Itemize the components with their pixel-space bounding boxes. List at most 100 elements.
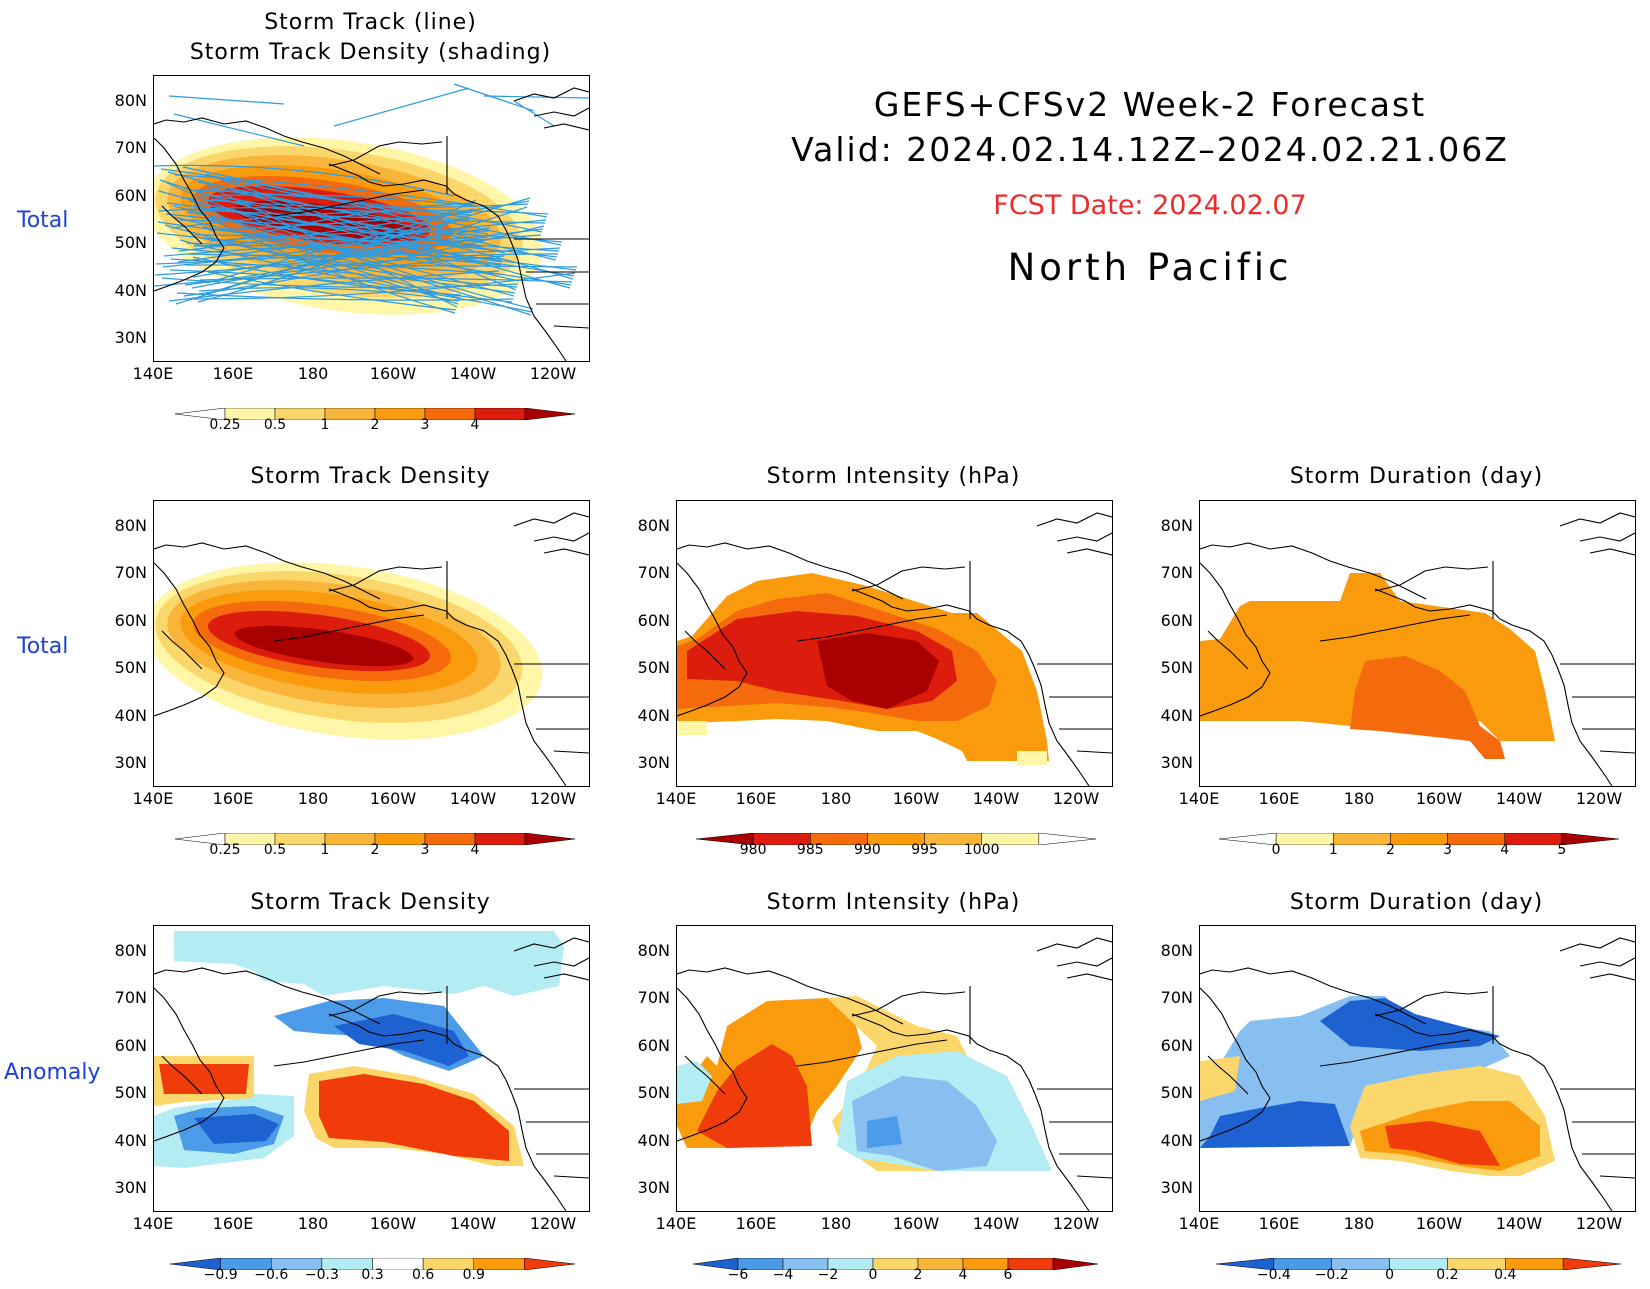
colorbar-tick-label: 2: [1385, 842, 1395, 858]
lon-tick-label: 160W: [369, 1214, 417, 1233]
intensity-1000-patch: [1017, 751, 1047, 765]
lon-tick-label: 180: [297, 364, 329, 383]
lon-tick-label: 140E: [1178, 789, 1220, 808]
intensity-anom-negative-6: [867, 1116, 902, 1148]
lon-tick-label: 140W: [449, 789, 497, 808]
lon-tick-label: 160E: [1258, 1214, 1300, 1233]
coastline: [1200, 937, 1635, 1211]
colorbar-tick-label: 0.3: [361, 1267, 384, 1283]
density-anom-negative-0.9: [194, 1114, 279, 1144]
lon-tick-label: 140W: [972, 1214, 1020, 1233]
panel2-title: Storm Track Density: [250, 464, 491, 489]
lat-tick-label: 80N: [637, 941, 670, 960]
lat-tick-label: 60N: [1160, 1036, 1193, 1055]
colorbar-density-1: 0.25 0.5 1 2 3 4: [174, 405, 576, 439]
lat-tick-label: 70N: [637, 563, 670, 582]
lat-tick-label: 70N: [114, 988, 147, 1007]
colorbar-tick-label: −0.2: [1314, 1267, 1349, 1283]
colorbar-tick-label: 4: [470, 417, 480, 433]
panel3-title: Storm Intensity (hPa): [766, 464, 1021, 489]
lon-tick-label: 140E: [655, 1214, 697, 1233]
colorbar-tick-label: 1: [1328, 842, 1338, 858]
lon-tick-label: 140W: [972, 789, 1020, 808]
lon-tick-label: 160W: [892, 1214, 940, 1233]
map-intensity-total: [676, 500, 1113, 787]
lon-tick-label: 160E: [212, 1214, 254, 1233]
lat-tick-label: 70N: [114, 563, 147, 582]
panel1-title-shading: Storm Track Density (shading): [189, 40, 552, 65]
lat-tick-label: 40N: [637, 1131, 670, 1150]
map-density-total: [153, 500, 590, 787]
colorbar-tick-label: −0.6: [254, 1267, 289, 1283]
colorbar-tick-label: 2: [370, 842, 380, 858]
panel6-title: Storm Intensity (hPa): [766, 890, 1021, 915]
row-label-total-2: Total: [17, 634, 69, 659]
lat-tick-label: 50N: [637, 658, 670, 677]
lon-tick-label: 160W: [1415, 789, 1463, 808]
forecast-title: GEFS+CFSv2 Week-2 Forecast: [873, 85, 1427, 124]
row-label-anomaly: Anomaly: [4, 1060, 101, 1085]
duration-anom-negative-0.4: [1200, 1101, 1350, 1148]
lat-tick-label: 50N: [1160, 1083, 1193, 1102]
lon-tick-label: 120W: [1575, 1214, 1623, 1233]
colorbar-tick-label: −0.4: [1256, 1267, 1291, 1283]
lon-tick-label: 140E: [132, 1214, 174, 1233]
lat-tick-label: 80N: [114, 91, 147, 110]
intensity-anom-negative-4: [852, 1076, 997, 1171]
colorbar-tick-label: 3: [1443, 842, 1453, 858]
lat-tick-label: 30N: [1160, 753, 1193, 772]
lon-tick-label: 180: [1343, 789, 1375, 808]
lon-tick-label: 180: [297, 789, 329, 808]
lon-tick-label: 160W: [369, 364, 417, 383]
colorbar-tick-label: 0.25: [209, 842, 241, 858]
lat-tick-label: 40N: [637, 706, 670, 725]
lon-tick-label: 140W: [449, 364, 497, 383]
lat-tick-label: 30N: [1160, 1178, 1193, 1197]
fcst-date: FCST Date: 2024.02.07: [993, 190, 1307, 221]
duration-anom-positive-0.2: [1200, 1056, 1240, 1101]
colorbar-density-2: 0.25 0.5 1 2 3 4: [174, 830, 576, 864]
lon-tick-label: 140E: [132, 364, 174, 383]
lon-tick-label: 160W: [369, 789, 417, 808]
colorbar-tick-label: 3: [420, 417, 430, 433]
colorbar-tick-label: −2: [817, 1267, 839, 1283]
lon-tick-label: 120W: [529, 1214, 577, 1233]
lat-tick-label: 30N: [114, 753, 147, 772]
lat-tick-label: 60N: [114, 186, 147, 205]
lon-tick-label: 120W: [529, 364, 577, 383]
colorbar-tick-label: 995: [911, 842, 938, 858]
lon-tick-label: 140E: [132, 789, 174, 808]
lat-tick-label: 80N: [114, 941, 147, 960]
panel7-title: Storm Duration (day): [1289, 890, 1544, 915]
lon-tick-label: 140E: [655, 789, 697, 808]
lat-tick-label: 80N: [1160, 516, 1193, 535]
lat-tick-label: 40N: [1160, 1131, 1193, 1150]
lat-tick-label: 50N: [637, 1083, 670, 1102]
lon-tick-label: 160W: [1415, 1214, 1463, 1233]
lat-tick-label: 50N: [1160, 658, 1193, 677]
colorbar-density-anomaly: −0.9 −0.6 −0.3 0.3 0.6 0.9: [169, 1255, 576, 1289]
lat-tick-label: 60N: [114, 1036, 147, 1055]
colorbar-tick-label: 0: [1271, 842, 1281, 858]
colorbar-tick-label: 985: [796, 842, 824, 858]
lat-tick-label: 30N: [637, 1178, 670, 1197]
colorbar-tick-label: 1000: [963, 842, 1000, 858]
lon-tick-label: 160E: [212, 364, 254, 383]
lon-tick-label: 160E: [735, 1214, 777, 1233]
panel4-title: Storm Duration (day): [1289, 464, 1544, 489]
panel1-title-line: Storm Track (line): [264, 10, 477, 35]
colorbar-tick-label: 2: [370, 417, 380, 433]
coastline: [1200, 512, 1635, 786]
lon-tick-label: 140W: [449, 1214, 497, 1233]
colorbar-tick-label: 0: [1385, 1267, 1395, 1283]
lat-tick-label: 70N: [114, 138, 147, 157]
lon-tick-label: 160E: [212, 789, 254, 808]
lat-tick-label: 30N: [114, 1178, 147, 1197]
coastline: [154, 937, 589, 1211]
lat-tick-label: 30N: [114, 328, 147, 347]
colorbar-duration: 0 1 2 3 4 5: [1218, 830, 1620, 864]
valid-range: Valid: 2024.02.14.12Z–2024.02.21.06Z: [791, 130, 1509, 169]
colorbar-tick-label: 2: [913, 1267, 923, 1283]
density-anom-positive-0.9: [319, 1074, 509, 1161]
colorbar-tick-label: 0.6: [411, 1267, 435, 1283]
